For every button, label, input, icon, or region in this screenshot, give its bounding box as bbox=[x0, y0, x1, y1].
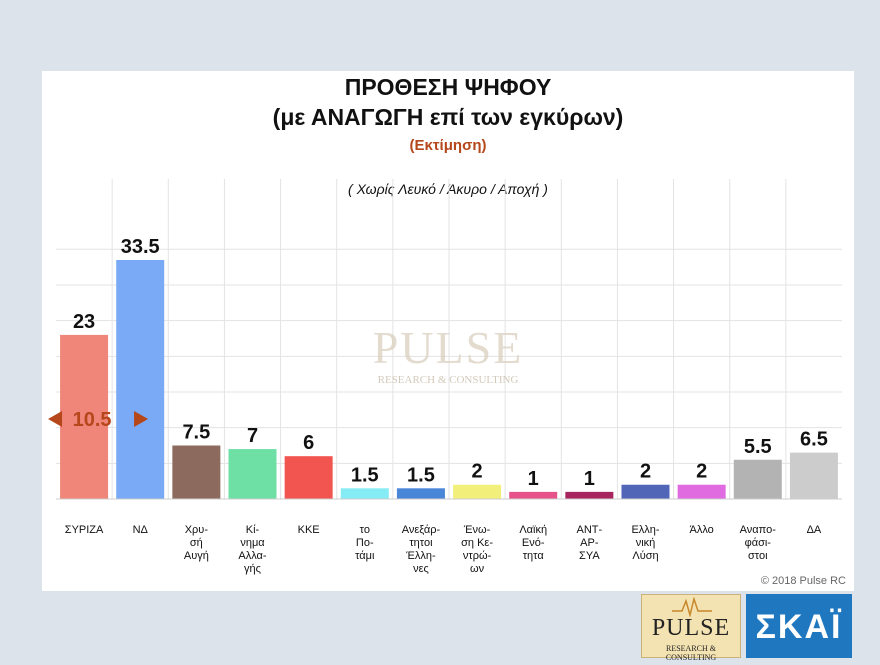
data-label: 23 bbox=[73, 311, 95, 333]
category-label: ΑΡ- bbox=[580, 537, 599, 549]
category-label: ΣΥΑ bbox=[579, 550, 600, 562]
pulse-logo-name: PULSE bbox=[651, 615, 731, 641]
skai-logo: ΣΚΑΪ bbox=[746, 594, 852, 658]
bar-4 bbox=[284, 456, 333, 499]
data-label: 2 bbox=[640, 461, 651, 483]
category-label: νική bbox=[636, 537, 656, 549]
copyright-text: © 2018 Pulse RC bbox=[760, 575, 846, 587]
category-label: φάσι- bbox=[745, 537, 772, 549]
category-label: ΔΑ bbox=[807, 524, 822, 536]
chart-panel: ΠΡΟΘΕΣΗ ΨΗΦΟΥ (με ΑΝΑΓΩΓΗ επί των εγκύρω… bbox=[42, 71, 854, 591]
category-label: ΝΔ bbox=[133, 524, 149, 536]
pulse-logo-sub: RESEARCH & CONSULTING bbox=[665, 644, 717, 662]
bar-7 bbox=[453, 484, 502, 499]
pulse-logo: PULSE RESEARCH & CONSULTING bbox=[641, 594, 741, 662]
bar-11 bbox=[677, 484, 726, 499]
data-label: 6 bbox=[303, 432, 314, 454]
category-label: Αλλα- bbox=[238, 550, 267, 562]
category-label: ντρώ- bbox=[463, 550, 492, 562]
data-label: 6.5 bbox=[800, 429, 828, 451]
category-label: ων bbox=[470, 563, 485, 575]
category-label: Ανεξάρ- bbox=[402, 524, 441, 536]
chart-subtitle: (Εκτίμηση) bbox=[409, 137, 487, 154]
category-label: νημα bbox=[240, 537, 265, 549]
category-label: ΚΚΕ bbox=[298, 524, 320, 536]
category-label: Άλλο bbox=[689, 524, 713, 536]
chart-title-line2: (με ΑΝΑΓΩΓΗ επί των εγκύρων) bbox=[272, 104, 624, 130]
bar-3 bbox=[228, 449, 277, 499]
category-label: Έλλη- bbox=[405, 550, 436, 562]
data-label: 2 bbox=[696, 461, 707, 483]
bar-1 bbox=[116, 260, 165, 499]
data-label: 7 bbox=[247, 425, 258, 447]
bar-13 bbox=[789, 452, 838, 499]
data-label: 7.5 bbox=[182, 421, 210, 443]
category-label: ση Κε- bbox=[461, 537, 493, 549]
category-label: νες bbox=[413, 563, 429, 575]
category-label: Χρυ- bbox=[185, 524, 209, 536]
watermark-name: PULSE bbox=[373, 322, 524, 373]
pulse-wave-icon bbox=[672, 597, 712, 617]
category-label: Κί- bbox=[246, 524, 260, 536]
annotation-text: 10.5 bbox=[73, 409, 112, 431]
category-label: Λύση bbox=[632, 550, 658, 562]
chart-note: ( Χωρίς Λευκό / Άκυρο / Αποχή ) bbox=[348, 181, 548, 197]
category-label: τητοι bbox=[409, 537, 433, 549]
bar-0 bbox=[60, 334, 109, 499]
bar-8 bbox=[509, 491, 558, 499]
watermark-sub: RESEARCH & CONSULTING bbox=[378, 374, 519, 386]
bar-10 bbox=[621, 484, 670, 499]
data-label: 1.5 bbox=[351, 464, 379, 486]
category-label: στοι bbox=[748, 550, 768, 562]
category-label: τητα bbox=[523, 550, 545, 562]
category-label: το bbox=[360, 524, 370, 536]
data-label: 1 bbox=[584, 468, 595, 490]
category-label: Λαϊκή bbox=[519, 524, 547, 536]
data-label: 33.5 bbox=[121, 236, 160, 258]
category-label: ΑΝΤ- bbox=[577, 524, 603, 536]
category-label: γής bbox=[244, 563, 261, 575]
skai-logo-name: ΣΚΑΪ bbox=[755, 608, 843, 646]
data-label: 5.5 bbox=[744, 436, 772, 458]
bar-12 bbox=[733, 459, 782, 499]
data-label: 1.5 bbox=[407, 464, 435, 486]
annotation-arrow-right bbox=[134, 411, 149, 427]
category-label: Ένω- bbox=[463, 524, 491, 536]
bar-6 bbox=[396, 488, 445, 499]
data-label: 2 bbox=[472, 461, 483, 483]
bar-9 bbox=[565, 491, 614, 499]
category-label: σή bbox=[190, 537, 203, 549]
category-label: ΣΥΡΙΖΑ bbox=[65, 524, 104, 536]
category-label: Πο- bbox=[356, 537, 374, 549]
category-label: Αυγή bbox=[184, 550, 209, 562]
annotation-arrow-left bbox=[48, 411, 63, 427]
category-label: τάμι bbox=[355, 550, 375, 562]
category-label: Αναπο- bbox=[740, 524, 777, 536]
data-label: 1 bbox=[528, 468, 539, 490]
chart-title: ΠΡΟΘΕΣΗ ΨΗΦΟΥ bbox=[344, 74, 552, 100]
category-label: Ενό- bbox=[522, 537, 545, 549]
bar-2 bbox=[172, 445, 221, 499]
bar-5 bbox=[340, 488, 389, 499]
category-label: Ελλη- bbox=[631, 524, 659, 536]
